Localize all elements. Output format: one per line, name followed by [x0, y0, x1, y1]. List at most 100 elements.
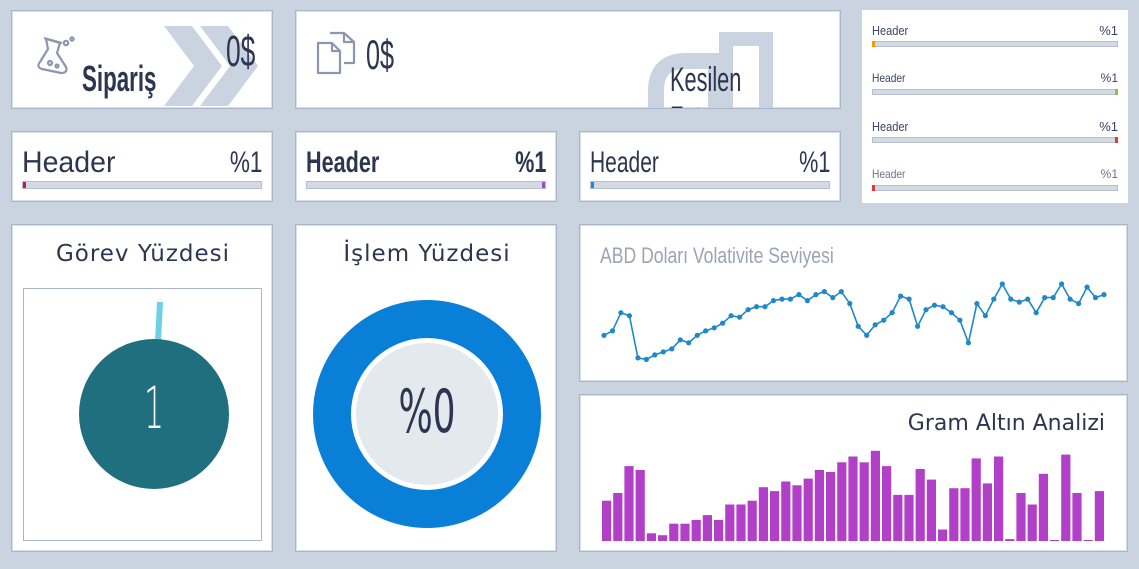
usd-data-point: [1067, 296, 1073, 302]
gold-bar: [1005, 539, 1015, 541]
usd-data-point: [677, 337, 683, 343]
usd-data-point: [779, 296, 785, 302]
task-gauge-card: Görev Yüzdesi 1: [11, 224, 273, 552]
mini-bar-track: [872, 41, 1118, 47]
gold-bar-chart: [602, 450, 1104, 541]
gold-bar: [658, 535, 668, 541]
usd-data-point: [1008, 296, 1014, 302]
invoice-label: Kesilen Fatura: [670, 61, 742, 108]
flask-icon: [37, 36, 75, 75]
gold-bar: [758, 487, 768, 541]
usd-data-point: [991, 296, 997, 302]
gold-bar: [781, 481, 791, 541]
usd-data-point: [787, 296, 793, 302]
usd-data-point: [737, 314, 743, 320]
donut-ring: [313, 300, 541, 528]
usd-data-point: [711, 325, 717, 331]
gold-bar: [1094, 491, 1104, 541]
mini-bar-label: Header: [872, 167, 906, 181]
gold-bar: [1027, 504, 1037, 541]
mini-bar-pct: %1: [1099, 23, 1118, 38]
gold-bar: [680, 523, 690, 541]
usd-data-point: [635, 355, 641, 361]
order-value: 0$: [226, 27, 256, 76]
usd-data-point: [957, 317, 963, 323]
usd-data-point: [855, 323, 861, 329]
gold-bar: [635, 470, 645, 541]
task-gauge-frame: 1: [23, 288, 262, 541]
usd-data-point: [1016, 299, 1022, 305]
usd-data-point: [728, 313, 734, 319]
gold-bar: [949, 488, 959, 541]
usd-data-point: [1101, 292, 1107, 298]
header-bar-label: Header: [306, 146, 380, 179]
usd-data-point: [999, 281, 1005, 287]
usd-data-point: [872, 322, 878, 328]
invoice-bg-decor: [648, 32, 773, 108]
gold-bar: [982, 483, 992, 541]
header-bar-track: [22, 181, 262, 189]
gold-bar: [848, 456, 858, 541]
order-label: Sipariş: [82, 58, 157, 99]
usd-line-chart: [601, 281, 1107, 362]
usd-data-point: [982, 313, 988, 319]
gold-bar: [870, 450, 880, 541]
mini-bar-label: Header: [872, 71, 906, 85]
donut-inner: [352, 339, 502, 489]
header-bar-pct: %1: [798, 146, 830, 179]
gold-bar: [1072, 493, 1082, 541]
mini-bar-row: Header %1: [862, 154, 1128, 202]
mini-bar-track: [872, 185, 1118, 191]
gold-bar: [893, 494, 903, 541]
usd-data-point: [720, 320, 726, 326]
usd-data-point: [813, 292, 819, 298]
header-bar-track: [306, 181, 546, 189]
gold-bar: [792, 485, 802, 541]
gold-bar: [826, 471, 836, 541]
mini-bar-pct: %1: [1100, 71, 1118, 85]
gold-bar: [1038, 473, 1048, 541]
usd-data-point: [1092, 295, 1099, 301]
gold-bar: [646, 533, 656, 541]
usd-chart-title: ABD Doları Volativite Seviyesi: [600, 243, 834, 268]
usd-data-point: [1076, 301, 1082, 307]
usd-data-point: [1059, 281, 1065, 287]
usd-data-point: [1042, 295, 1048, 301]
mini-bars-card: Header %1 Header %1 Header %1 Header %1: [862, 10, 1128, 203]
header-bar-card-1: Header %1: [11, 131, 273, 202]
gold-bar: [624, 466, 634, 541]
double-chevron-icon: [164, 26, 258, 106]
gold-analysis-card: Gram Altın Analizi: [579, 394, 1128, 552]
header-bar-card-2: Header %1: [295, 131, 557, 202]
gold-bar: [926, 479, 936, 541]
usd-data-point: [830, 295, 836, 301]
usd-data-point: [694, 332, 700, 338]
gauge-needle: [155, 301, 163, 342]
usd-data-point: [889, 310, 895, 316]
gold-bar: [714, 519, 724, 541]
usd-data-point: [838, 289, 844, 295]
usd-data-point: [906, 296, 912, 302]
process-donut-svg: [313, 300, 541, 528]
gold-chart-title: Gram Altın Analizi: [907, 411, 1105, 436]
usd-data-point: [609, 328, 616, 334]
usd-data-point: [804, 298, 810, 304]
gold-bar: [613, 493, 623, 541]
mini-bar-label: Header: [872, 23, 909, 38]
usd-data-point: [745, 307, 751, 313]
usd-data-point: [821, 289, 827, 295]
gold-bar: [1050, 540, 1060, 541]
gold-bar: [904, 494, 914, 541]
gold-bar: [691, 519, 701, 541]
header-bar-pct: %1: [514, 146, 546, 179]
usd-data-point: [796, 292, 802, 298]
process-donut-card: İşlem Yüzdesi %0: [295, 224, 557, 552]
usd-data-point: [770, 298, 777, 304]
usd-data-point: [753, 304, 760, 310]
header-bar-pct: %1: [229, 146, 262, 179]
gold-bar: [837, 462, 847, 541]
mini-bar-track: [872, 89, 1118, 95]
usd-data-point: [915, 323, 921, 329]
gold-bar: [814, 470, 824, 541]
header-bar-fill: [23, 182, 26, 188]
